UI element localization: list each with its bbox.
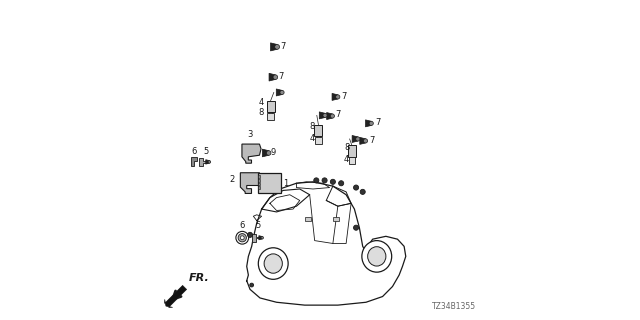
Circle shape [369, 121, 373, 125]
Circle shape [208, 161, 211, 163]
Text: 7: 7 [375, 118, 381, 127]
FancyBboxPatch shape [267, 101, 275, 112]
FancyBboxPatch shape [314, 124, 323, 136]
Polygon shape [191, 157, 196, 166]
Circle shape [280, 90, 284, 94]
Circle shape [353, 225, 358, 230]
Text: 7: 7 [342, 92, 347, 101]
Text: 6: 6 [191, 147, 196, 156]
FancyBboxPatch shape [258, 183, 260, 186]
Circle shape [275, 44, 280, 49]
Circle shape [273, 75, 278, 79]
Polygon shape [252, 234, 260, 242]
Polygon shape [241, 173, 259, 194]
FancyBboxPatch shape [333, 217, 339, 220]
Circle shape [236, 231, 248, 244]
Circle shape [248, 232, 253, 237]
Polygon shape [352, 135, 358, 142]
Circle shape [330, 179, 335, 184]
FancyBboxPatch shape [315, 137, 322, 144]
Circle shape [330, 114, 335, 118]
Text: 4: 4 [259, 98, 264, 107]
FancyArrowPatch shape [173, 289, 182, 299]
Ellipse shape [362, 241, 392, 272]
Circle shape [241, 236, 244, 240]
Text: 7: 7 [335, 110, 340, 119]
Ellipse shape [259, 248, 288, 279]
Text: 5: 5 [204, 147, 209, 156]
Ellipse shape [264, 254, 282, 273]
Circle shape [360, 189, 365, 195]
FancyBboxPatch shape [305, 217, 311, 220]
Text: 6: 6 [239, 221, 245, 230]
Text: 9: 9 [271, 148, 276, 157]
Circle shape [250, 283, 253, 287]
Circle shape [335, 95, 340, 99]
Text: 2: 2 [229, 175, 235, 184]
Text: 5: 5 [255, 221, 260, 230]
Circle shape [356, 137, 360, 141]
Polygon shape [164, 285, 187, 308]
Text: 8: 8 [310, 122, 315, 131]
Polygon shape [276, 89, 282, 96]
Text: 8: 8 [344, 143, 349, 152]
Text: FR.: FR. [188, 273, 209, 283]
Text: 4: 4 [310, 134, 315, 143]
Polygon shape [365, 120, 371, 127]
FancyBboxPatch shape [258, 187, 260, 189]
Polygon shape [271, 43, 277, 51]
Polygon shape [269, 73, 275, 81]
FancyBboxPatch shape [258, 173, 281, 194]
Circle shape [364, 139, 367, 143]
Polygon shape [259, 236, 262, 240]
FancyBboxPatch shape [349, 157, 355, 164]
Ellipse shape [367, 247, 386, 266]
Circle shape [261, 236, 264, 239]
FancyBboxPatch shape [268, 113, 274, 120]
Polygon shape [198, 158, 207, 166]
Text: 8: 8 [259, 108, 264, 117]
Text: TZ34B1355: TZ34B1355 [432, 302, 476, 311]
FancyBboxPatch shape [258, 179, 260, 182]
Circle shape [322, 178, 327, 183]
Circle shape [353, 185, 358, 190]
Text: 3: 3 [247, 130, 253, 139]
Text: 1: 1 [283, 179, 288, 188]
Circle shape [323, 113, 327, 117]
Circle shape [238, 234, 246, 242]
FancyBboxPatch shape [348, 145, 356, 157]
Polygon shape [205, 160, 209, 164]
Circle shape [314, 178, 319, 183]
Text: 7: 7 [280, 42, 286, 51]
Polygon shape [332, 93, 338, 100]
FancyBboxPatch shape [258, 175, 260, 178]
Circle shape [339, 181, 344, 186]
Polygon shape [360, 137, 365, 144]
Polygon shape [326, 113, 332, 120]
Polygon shape [242, 144, 261, 163]
Text: 4: 4 [344, 155, 349, 164]
Circle shape [266, 151, 271, 155]
Text: 7: 7 [369, 136, 375, 145]
Polygon shape [319, 112, 325, 119]
Text: 7: 7 [278, 72, 284, 81]
Polygon shape [262, 149, 269, 157]
